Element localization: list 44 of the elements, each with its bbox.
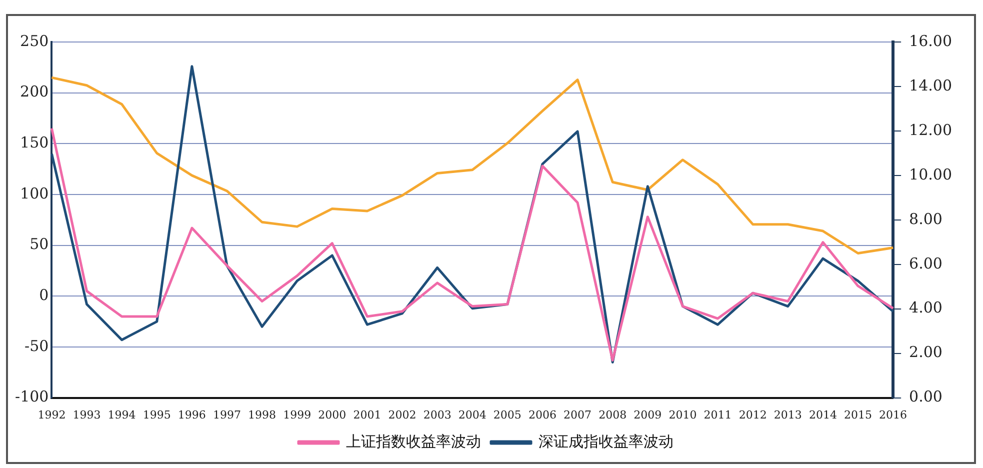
y2-tick-label: 4.00 — [909, 298, 942, 317]
x-tick-label: 2014 — [808, 408, 837, 422]
x-tick-label: 2012 — [738, 408, 767, 422]
x-tick-label: 2010 — [668, 408, 697, 422]
x-tick-label: 2007 — [564, 408, 592, 422]
x-tick-label: 2009 — [634, 408, 662, 422]
y2-tick-label: 14.00 — [909, 76, 952, 94]
x-tick-label: 1994 — [108, 408, 136, 422]
x-tick-label: 2000 — [318, 408, 346, 422]
y-tick-label: 200 — [20, 82, 49, 101]
x-tick-label: 1998 — [248, 408, 276, 422]
y2-tick-label: 0.00 — [909, 388, 942, 406]
y-tick-label: 0 — [39, 286, 49, 304]
y2-tick-label: 8.00 — [909, 210, 942, 228]
y2-tick-label: 2.00 — [909, 343, 942, 362]
y-tick-label: 250 — [20, 32, 49, 50]
x-tick-label: 2004 — [458, 408, 486, 422]
y2-tick-label: 6.00 — [909, 254, 942, 272]
y-tick-label: -100 — [14, 388, 49, 406]
x-tick-label: 1992 — [38, 408, 66, 422]
legend-label: 上证指数收益率波动 — [346, 432, 481, 450]
x-tick-label: 2011 — [704, 408, 732, 422]
x-tick-label: 2002 — [388, 408, 416, 422]
x-tick-label: 1999 — [283, 408, 312, 422]
x-tick-label: 2013 — [774, 408, 802, 422]
y-tick-label: -50 — [24, 336, 49, 355]
x-tick-label: 1995 — [142, 408, 171, 422]
x-tick-label: 2016 — [879, 408, 908, 422]
y-tick-label: 100 — [20, 184, 49, 202]
y2-tick-label: 12.00 — [909, 120, 952, 139]
legend-label: 深证成指收益率波动 — [538, 432, 674, 450]
x-tick-label: 2008 — [598, 408, 627, 422]
x-tick-label: 2001 — [353, 408, 382, 422]
y2-tick-label: 16.00 — [909, 32, 952, 50]
x-tick-label: 2005 — [493, 408, 522, 422]
x-tick-label: 2015 — [844, 408, 872, 422]
y-tick-label: 50 — [30, 235, 49, 254]
x-tick-label: 2003 — [423, 408, 452, 422]
x-tick-label: 1993 — [72, 408, 101, 422]
y-tick-label: 150 — [20, 134, 49, 152]
x-tick-label: 2006 — [528, 408, 556, 422]
y2-tick-label: 10.00 — [909, 165, 952, 184]
x-tick-label: 1996 — [178, 408, 206, 422]
x-tick-label: 1997 — [212, 408, 241, 422]
